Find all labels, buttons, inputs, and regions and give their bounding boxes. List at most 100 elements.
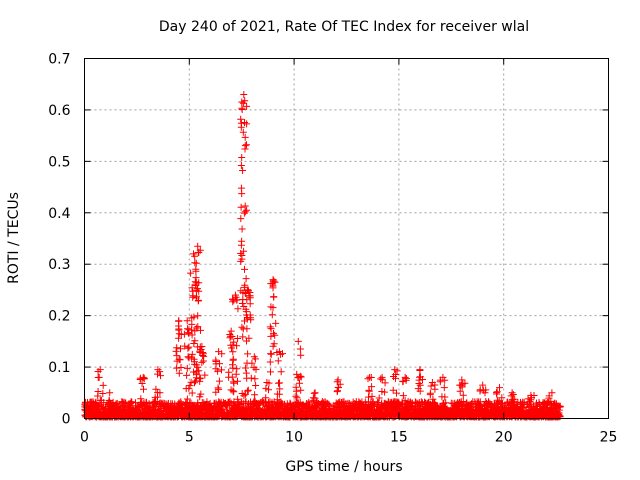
data-point [196, 347, 204, 355]
data-point [198, 358, 206, 366]
data-point [267, 303, 275, 311]
data-point [251, 391, 259, 399]
data-point [186, 382, 194, 390]
data-point [187, 326, 195, 334]
data-point [183, 317, 191, 325]
data-point [196, 377, 204, 385]
data-point [230, 388, 238, 396]
data-point [229, 295, 237, 303]
data-point [266, 323, 274, 331]
data-point [393, 367, 401, 375]
y-tick-label: 0.4 [48, 206, 70, 222]
data-point [233, 365, 241, 373]
data-point [215, 377, 223, 385]
data-point [94, 392, 102, 400]
data-point [248, 359, 256, 367]
data-point [230, 378, 237, 386]
data-point [185, 343, 193, 351]
data-point [269, 284, 277, 292]
data-point [271, 278, 279, 286]
data-point [378, 376, 386, 384]
data-point [175, 334, 183, 342]
data-point [482, 386, 490, 394]
data-point [245, 334, 253, 342]
x-tick-label: 15 [390, 430, 408, 446]
data-point [192, 282, 200, 289]
data-point [364, 375, 372, 383]
data-point [241, 265, 248, 273]
data-point [229, 402, 237, 410]
data-point [311, 394, 319, 402]
data-point [297, 351, 305, 359]
data-point [191, 252, 199, 260]
data-point [99, 390, 107, 397]
data-point [190, 355, 198, 363]
data-point [367, 374, 375, 381]
data-point [218, 350, 226, 358]
data-point [154, 389, 162, 397]
x-tick-label: 20 [495, 430, 513, 446]
data-point [267, 350, 275, 358]
data-point [173, 352, 181, 360]
data-point [556, 403, 564, 411]
data-point [189, 287, 197, 295]
data-point [251, 355, 259, 363]
data-point [426, 389, 434, 397]
data-point [262, 394, 270, 402]
data-point [368, 392, 376, 400]
data-point [251, 397, 259, 405]
data-point [234, 395, 242, 403]
data-point [459, 398, 467, 405]
data-point [228, 344, 235, 352]
data-point [187, 269, 195, 277]
data-point [242, 369, 250, 377]
data-point [191, 259, 199, 267]
data-point [215, 385, 223, 393]
data-point [239, 167, 247, 174]
data-point [365, 387, 373, 395]
data-point [106, 400, 114, 408]
data-point [273, 349, 281, 356]
data-point [402, 375, 410, 383]
data-point [294, 337, 302, 345]
data-point [509, 391, 517, 398]
data-point [242, 275, 250, 283]
y-tick-label: 0.3 [48, 257, 70, 273]
x-tick-labels: 0 5 10 15 20 25 [80, 430, 617, 446]
data-point [214, 367, 222, 375]
data-point [267, 368, 274, 376]
data-point [120, 398, 128, 406]
data-point [194, 242, 202, 250]
data-point [237, 215, 245, 223]
data-point [238, 106, 246, 113]
data-point [441, 393, 449, 401]
data-point [201, 371, 209, 379]
data-point [440, 399, 448, 407]
data-point [197, 346, 205, 353]
data-point [184, 353, 192, 361]
data-point [265, 379, 273, 387]
data-point [493, 390, 501, 398]
x-axis-label: GPS time / hours [285, 459, 402, 475]
data-point [295, 374, 303, 382]
data-point [138, 380, 146, 387]
y-tick-labels: 0 0.1 0.2 0.3 0.4 0.5 0.6 0.7 [48, 52, 70, 428]
data-point [239, 333, 247, 341]
data-point [99, 381, 107, 389]
data-points [81, 91, 564, 421]
data-point [292, 392, 300, 400]
data-point [461, 379, 469, 387]
data-point [392, 371, 400, 378]
data-point [234, 335, 242, 342]
data-point [238, 252, 246, 259]
x-tick-label: 5 [185, 430, 194, 446]
data-point [545, 392, 553, 400]
data-point [271, 331, 279, 339]
x-tick-label: 0 [80, 430, 89, 446]
data-point [194, 363, 202, 371]
data-point [191, 337, 199, 345]
data-point [177, 398, 185, 406]
data-point [157, 372, 164, 380]
data-point [243, 387, 251, 395]
data-point [196, 374, 204, 382]
